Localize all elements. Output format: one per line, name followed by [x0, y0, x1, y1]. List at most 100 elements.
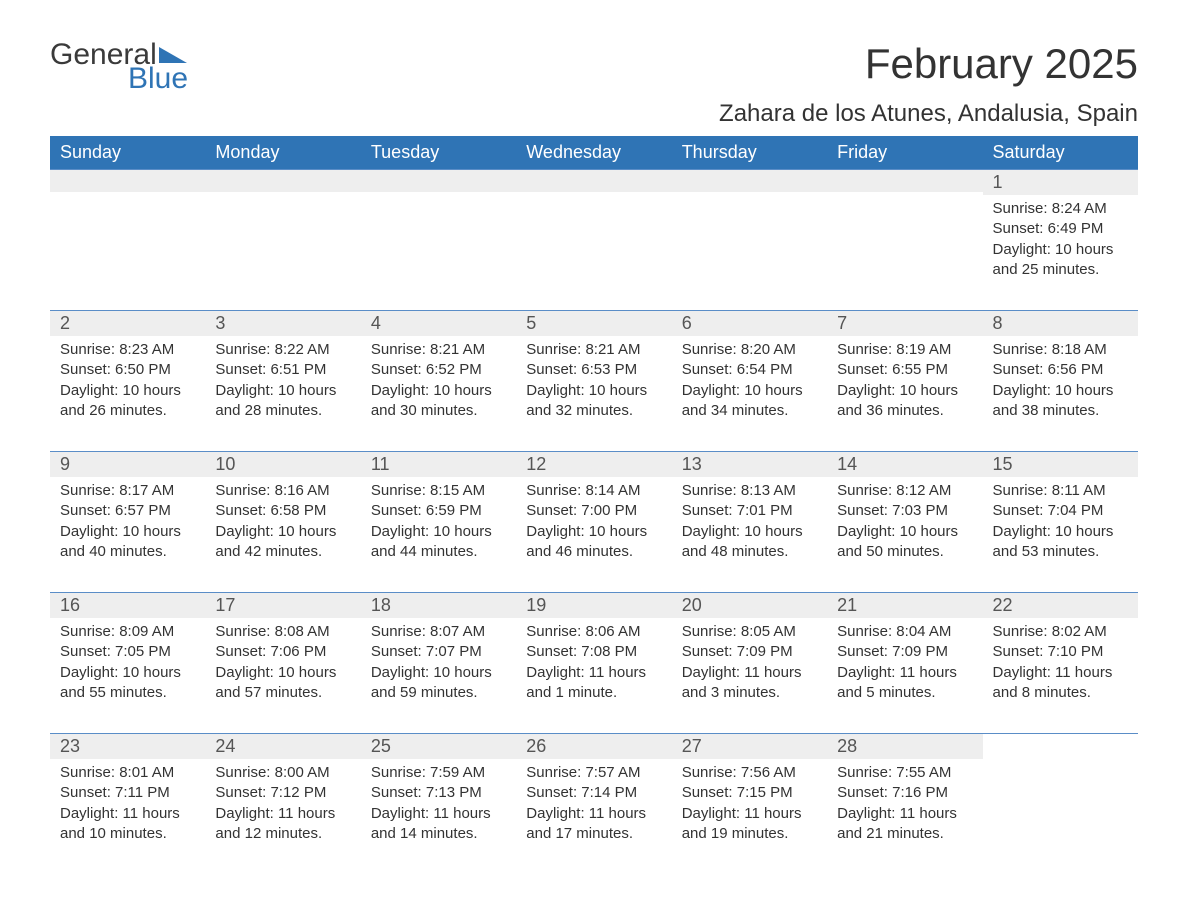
day-cell: 2Sunrise: 8:23 AMSunset: 6:50 PMDaylight… — [50, 311, 205, 431]
sunset-text: Sunset: 6:59 PM — [371, 501, 506, 521]
title-block: February 2025 Zahara de los Atunes, Anda… — [719, 40, 1138, 128]
sunrise-text: Sunrise: 8:19 AM — [837, 340, 972, 360]
daylight2-text: and 46 minutes. — [526, 542, 661, 562]
day-number: 24 — [215, 736, 235, 756]
day-number: 5 — [526, 313, 536, 333]
daylight2-text: and 25 minutes. — [993, 260, 1128, 280]
daylight2-text: and 42 minutes. — [215, 542, 350, 562]
day-number: 1 — [993, 172, 1003, 192]
sunrise-text: Sunrise: 8:13 AM — [682, 481, 817, 501]
logo-text-blue: Blue — [128, 64, 188, 94]
sunrise-text: Sunrise: 8:11 AM — [993, 481, 1128, 501]
sunrise-text: Sunrise: 8:07 AM — [371, 622, 506, 642]
day-cell: 1Sunrise: 8:24 AMSunset: 6:49 PMDaylight… — [983, 170, 1138, 290]
day-header: Saturday — [983, 136, 1138, 169]
day-cell: 9Sunrise: 8:17 AMSunset: 6:57 PMDaylight… — [50, 452, 205, 572]
day-number: 10 — [215, 454, 235, 474]
sunrise-text: Sunrise: 8:21 AM — [526, 340, 661, 360]
day-number: 19 — [526, 595, 546, 615]
day-cell: 12Sunrise: 8:14 AMSunset: 7:00 PMDayligh… — [516, 452, 671, 572]
sunrise-text: Sunrise: 8:17 AM — [60, 481, 195, 501]
sunrise-text: Sunrise: 8:01 AM — [60, 763, 195, 783]
sunrise-text: Sunrise: 8:00 AM — [215, 763, 350, 783]
sunset-text: Sunset: 7:01 PM — [682, 501, 817, 521]
sunset-text: Sunset: 7:09 PM — [837, 642, 972, 662]
daylight1-text: Daylight: 10 hours — [837, 381, 972, 401]
sunset-text: Sunset: 7:03 PM — [837, 501, 972, 521]
daylight1-text: Daylight: 10 hours — [215, 663, 350, 683]
sunset-text: Sunset: 6:49 PM — [993, 219, 1128, 239]
day-number: 8 — [993, 313, 1003, 333]
sunrise-text: Sunrise: 8:21 AM — [371, 340, 506, 360]
daylight2-text: and 28 minutes. — [215, 401, 350, 421]
logo: General Blue — [50, 40, 188, 94]
daylight2-text: and 57 minutes. — [215, 683, 350, 703]
daylight2-text: and 36 minutes. — [837, 401, 972, 421]
daylight1-text: Daylight: 10 hours — [60, 663, 195, 683]
day-cell: 15Sunrise: 8:11 AMSunset: 7:04 PMDayligh… — [983, 452, 1138, 572]
day-header: Sunday — [50, 136, 205, 169]
day-number: 3 — [215, 313, 225, 333]
daylight2-text: and 38 minutes. — [993, 401, 1128, 421]
daylight1-text: Daylight: 11 hours — [993, 663, 1128, 683]
daylight1-text: Daylight: 10 hours — [371, 381, 506, 401]
day-number: 6 — [682, 313, 692, 333]
sunset-text: Sunset: 6:53 PM — [526, 360, 661, 380]
sunset-text: Sunset: 6:56 PM — [993, 360, 1128, 380]
daylight2-text: and 12 minutes. — [215, 824, 350, 844]
sunrise-text: Sunrise: 8:02 AM — [993, 622, 1128, 642]
day-number: 2 — [60, 313, 70, 333]
sunrise-text: Sunrise: 7:59 AM — [371, 763, 506, 783]
daylight1-text: Daylight: 10 hours — [993, 240, 1128, 260]
day-cell: 4Sunrise: 8:21 AMSunset: 6:52 PMDaylight… — [361, 311, 516, 431]
daylight1-text: Daylight: 11 hours — [837, 663, 972, 683]
daylight2-text: and 5 minutes. — [837, 683, 972, 703]
day-number: 12 — [526, 454, 546, 474]
day-number: 4 — [371, 313, 381, 333]
day-number: 25 — [371, 736, 391, 756]
sunrise-text: Sunrise: 7:56 AM — [682, 763, 817, 783]
daylight1-text: Daylight: 10 hours — [60, 522, 195, 542]
sunset-text: Sunset: 7:05 PM — [60, 642, 195, 662]
day-cell: 10Sunrise: 8:16 AMSunset: 6:58 PMDayligh… — [205, 452, 360, 572]
page-header: General Blue February 2025 Zahara de los… — [50, 40, 1138, 128]
day-number: 14 — [837, 454, 857, 474]
empty-cell — [983, 734, 1138, 854]
sunrise-text: Sunrise: 8:14 AM — [526, 481, 661, 501]
week-row: 16Sunrise: 8:09 AMSunset: 7:05 PMDayligh… — [50, 592, 1138, 713]
daylight2-text: and 26 minutes. — [60, 401, 195, 421]
sunset-text: Sunset: 6:51 PM — [215, 360, 350, 380]
day-number: 7 — [837, 313, 847, 333]
daylight2-text: and 55 minutes. — [60, 683, 195, 703]
daylight1-text: Daylight: 10 hours — [60, 381, 195, 401]
sunrise-text: Sunrise: 8:05 AM — [682, 622, 817, 642]
daylight1-text: Daylight: 10 hours — [371, 522, 506, 542]
sunset-text: Sunset: 7:06 PM — [215, 642, 350, 662]
sunset-text: Sunset: 6:54 PM — [682, 360, 817, 380]
day-number: 23 — [60, 736, 80, 756]
day-number: 17 — [215, 595, 235, 615]
daylight1-text: Daylight: 10 hours — [526, 381, 661, 401]
day-cell: 18Sunrise: 8:07 AMSunset: 7:07 PMDayligh… — [361, 593, 516, 713]
day-cell: 8Sunrise: 8:18 AMSunset: 6:56 PMDaylight… — [983, 311, 1138, 431]
calendar-table: SundayMondayTuesdayWednesdayThursdayFrid… — [50, 136, 1138, 854]
day-number: 11 — [371, 454, 390, 474]
sunset-text: Sunset: 6:58 PM — [215, 501, 350, 521]
day-header: Wednesday — [516, 136, 671, 169]
week-row: 23Sunrise: 8:01 AMSunset: 7:11 PMDayligh… — [50, 733, 1138, 854]
daylight2-text: and 48 minutes. — [682, 542, 817, 562]
sunrise-text: Sunrise: 8:04 AM — [837, 622, 972, 642]
daylight2-text: and 10 minutes. — [60, 824, 195, 844]
daylight2-text: and 44 minutes. — [371, 542, 506, 562]
daylight2-text: and 34 minutes. — [682, 401, 817, 421]
sunrise-text: Sunrise: 8:22 AM — [215, 340, 350, 360]
day-cell: 23Sunrise: 8:01 AMSunset: 7:11 PMDayligh… — [50, 734, 205, 854]
day-cell: 5 Sunrise: 8:21 AMSunset: 6:53 PMDaylight… — [516, 311, 671, 431]
daylight1-text: Daylight: 11 hours — [682, 804, 817, 824]
day-cell: 11Sunrise: 8:15 AMSunset: 6:59 PMDayligh… — [361, 452, 516, 572]
daylight1-text: Daylight: 10 hours — [993, 381, 1128, 401]
day-number: 13 — [682, 454, 702, 474]
daylight2-text: and 50 minutes. — [837, 542, 972, 562]
day-cell: 24Sunrise: 8:00 AMSunset: 7:12 PMDayligh… — [205, 734, 360, 854]
daylight2-text: and 21 minutes. — [837, 824, 972, 844]
